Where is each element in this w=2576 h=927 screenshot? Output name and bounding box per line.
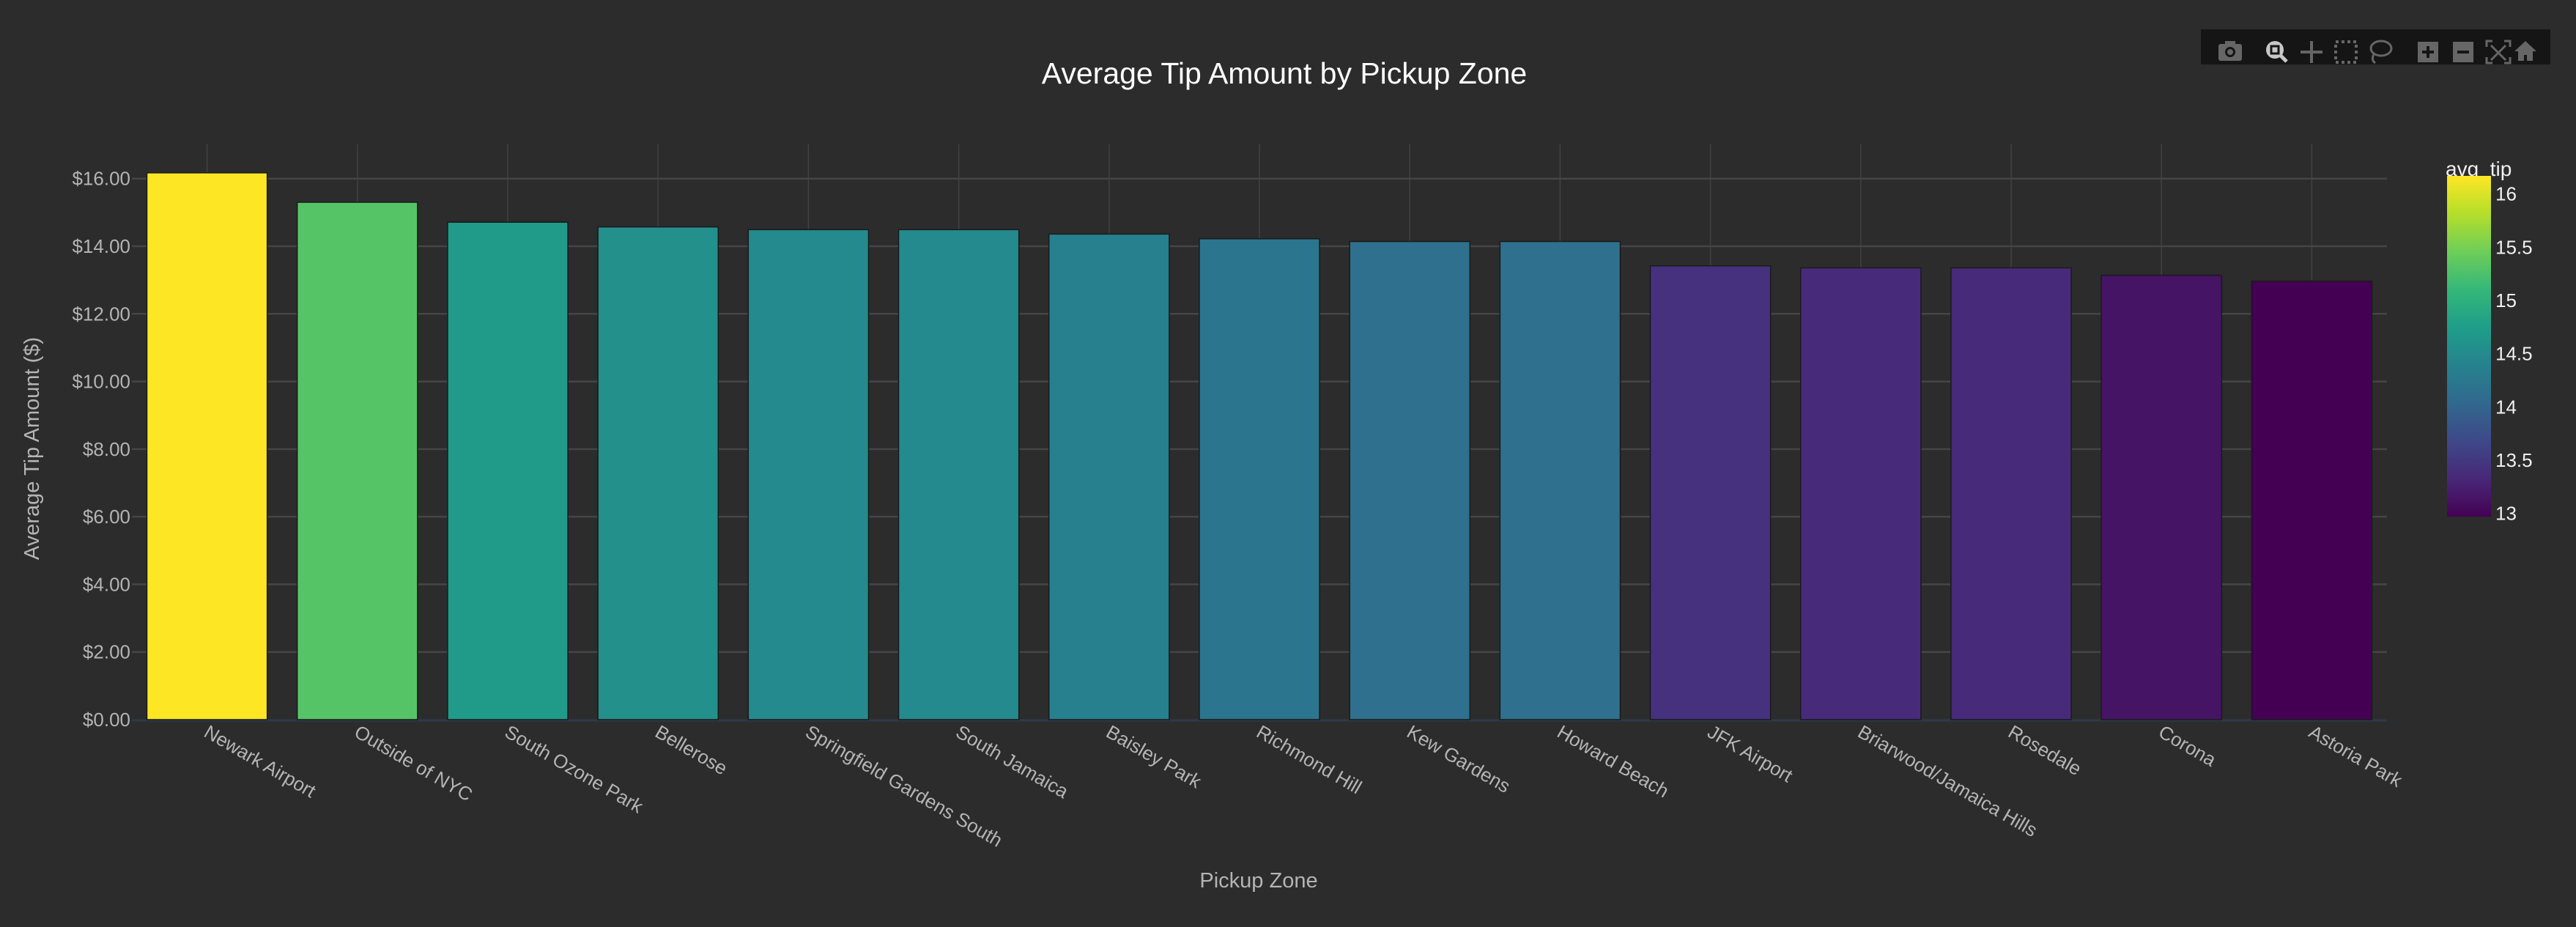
- bar[interactable]: [1199, 238, 1320, 720]
- y-tick-label: $0.00: [83, 709, 130, 731]
- x-tick-label: Newark Airport: [201, 720, 320, 802]
- colorbar-tick-label: 13: [2495, 503, 2517, 525]
- zoom-out-icon[interactable]: [2453, 42, 2473, 62]
- zoom-icon[interactable]: [2266, 41, 2288, 63]
- y-axis-title: Average Tip Amount ($): [21, 337, 44, 560]
- x-tick-label: South Ozone Park: [501, 720, 648, 818]
- x-tick-label: Kew Gardens: [1403, 720, 1514, 797]
- bar[interactable]: [296, 202, 418, 720]
- chart-title: Average Tip Amount by Pickup Zone: [1042, 56, 1527, 90]
- x-tick-label: Corona: [2155, 720, 2220, 771]
- bar[interactable]: [2251, 280, 2373, 720]
- x-tick-label: Bellerose: [651, 720, 731, 779]
- box-select-icon[interactable]: [2334, 40, 2358, 64]
- bar[interactable]: [1950, 267, 2072, 720]
- x-tick-label: Outside of NYC: [351, 720, 476, 805]
- bar[interactable]: [146, 172, 268, 720]
- bar[interactable]: [897, 229, 1020, 720]
- bar[interactable]: [1649, 265, 1772, 720]
- x-axis-ticks: Newark Airport Outside of NYC South Ozone …: [201, 720, 2407, 851]
- colorbar-tick-label: 13.5: [2495, 449, 2533, 471]
- x-tick-label: JFK Airport: [1704, 720, 1797, 787]
- x-tick-label: Rosedale: [2005, 720, 2085, 780]
- y-tick-label: $4.00: [83, 573, 130, 595]
- bar[interactable]: [1349, 240, 1471, 720]
- x-tick-label: South Jamaica: [952, 720, 1073, 802]
- bars: [146, 172, 2373, 720]
- x-tick-label: Richmond Hill: [1253, 720, 1366, 798]
- x-axis-title: Pickup Zone: [1199, 869, 1317, 893]
- zoom-in-icon[interactable]: [2418, 42, 2438, 62]
- y-tick-label: $10.00: [72, 371, 130, 393]
- y-tick-label: $8.00: [83, 438, 130, 460]
- x-tick-label: Howard Beach: [1553, 720, 1673, 802]
- x-tick-label: Baisley Park: [1103, 720, 1206, 793]
- y-tick-label: $2.00: [83, 641, 130, 663]
- y-tick-label: $16.00: [72, 168, 130, 190]
- bar[interactable]: [597, 226, 719, 720]
- reset-axes-icon[interactable]: [2514, 41, 2536, 61]
- autoscale-icon[interactable]: [2485, 40, 2512, 64]
- y-tick-label: $12.00: [72, 303, 130, 325]
- colorbar-tick-label: 16: [2495, 183, 2517, 205]
- colorbar-tick-label: 15: [2495, 289, 2517, 311]
- pan-icon[interactable]: [2301, 41, 2323, 63]
- colorbar-tick-label: 14.5: [2495, 343, 2533, 365]
- colorbar-tick-label: 15.5: [2495, 236, 2533, 258]
- camera-icon[interactable]: [2218, 41, 2242, 61]
- bar[interactable]: [2101, 274, 2223, 720]
- bar[interactable]: [1799, 267, 1922, 720]
- bar[interactable]: [1048, 233, 1170, 720]
- colorbar-gradient: [2447, 176, 2491, 517]
- bar[interactable]: [447, 221, 569, 720]
- y-tick-label: $14.00: [72, 235, 130, 257]
- colorbar-tick-label: 14: [2495, 396, 2517, 418]
- y-tick-label: $6.00: [83, 506, 130, 528]
- bar[interactable]: [1499, 240, 1621, 720]
- lasso-select-icon[interactable]: [2369, 40, 2393, 64]
- x-tick-label: Astoria Park: [2305, 720, 2406, 791]
- y-axis-ticks: $0.00 $2.00 $4.00 $6.00 $8.00 $10.00 $12.00 $14…: [72, 168, 130, 731]
- bar[interactable]: [747, 229, 870, 720]
- modebar: [2201, 29, 2550, 64]
